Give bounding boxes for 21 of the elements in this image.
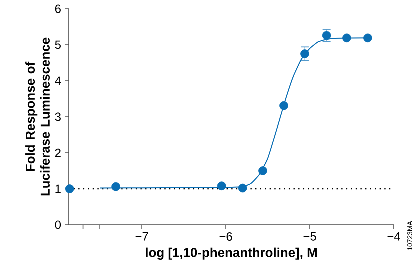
y-tick-label: 1 xyxy=(56,184,61,194)
y-tick-label: 4 xyxy=(55,76,62,86)
y-axis-title: Fold Response of Luciferase Luminescence xyxy=(26,38,50,196)
point xyxy=(65,184,74,194)
y-tick-label: 0 xyxy=(55,220,62,230)
point xyxy=(280,101,288,110)
point xyxy=(364,34,372,43)
point xyxy=(238,184,248,193)
point xyxy=(342,34,352,43)
point xyxy=(112,182,120,192)
y-tick-label: 5 xyxy=(55,40,61,50)
x-tick-label: −4 xyxy=(388,232,400,241)
point xyxy=(217,182,226,191)
x-tick-label: −5 xyxy=(304,232,316,241)
x-tick-label: −7 xyxy=(136,232,148,241)
point xyxy=(258,166,268,176)
y-tick-label: 2 xyxy=(55,148,61,158)
x-axis-title: log [1,10-phenanthroline], M xyxy=(146,248,317,260)
y-tick-label: 6 xyxy=(55,4,61,14)
y-tick-label: 3 xyxy=(55,112,61,122)
x-tick-label: −6 xyxy=(220,232,232,241)
